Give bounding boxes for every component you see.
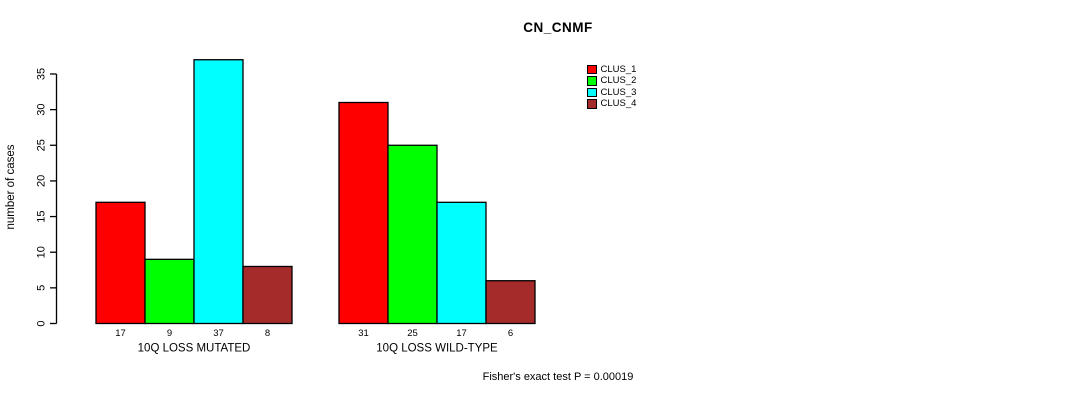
y-axis-tick-label: 15 <box>35 210 47 222</box>
bar-value-label: 6 <box>508 328 513 339</box>
legend-label: CLUS_3 <box>600 86 637 98</box>
y-axis-tick-label: 10 <box>35 246 47 258</box>
bar-clus_2 <box>144 258 195 325</box>
bar-clus_1 <box>95 201 146 325</box>
bar-value-label: 17 <box>456 328 467 339</box>
bar-clus_3 <box>436 201 487 325</box>
legend-item: CLUS_1 <box>587 64 636 75</box>
y-axis-tick-label: 30 <box>35 104 47 116</box>
legend-label: CLUS_2 <box>600 75 637 87</box>
legend-item: CLUS_3 <box>587 87 636 98</box>
bar-value-label: 37 <box>213 328 224 339</box>
y-axis-tick-label: 25 <box>35 139 47 151</box>
y-axis-tick-label: 5 <box>35 285 47 291</box>
legend-swatch <box>587 87 597 98</box>
chart-title: CN_CNMF <box>523 20 593 35</box>
legend-swatch <box>587 99 597 109</box>
legend-swatch <box>587 76 597 86</box>
bar-value-label: 25 <box>407 328 418 339</box>
bar-clus_3 <box>193 59 244 325</box>
bar-value-label: 17 <box>115 328 126 339</box>
y-axis-tick-label: 35 <box>35 68 47 80</box>
y-axis-tick-label: 0 <box>35 320 47 326</box>
legend-swatch <box>587 64 597 75</box>
bar-value-label: 9 <box>167 328 172 339</box>
bar-clus_4 <box>485 280 536 325</box>
bar-value-label: 8 <box>265 328 270 339</box>
legend-label: CLUS_4 <box>600 98 637 110</box>
legend-item: CLUS_4 <box>587 98 636 109</box>
y-axis-tick-label: 20 <box>35 175 47 187</box>
legend-item: CLUS_2 <box>587 75 636 86</box>
bar-clus_1 <box>338 101 389 325</box>
group-label: 10Q LOSS MUTATED <box>138 343 251 355</box>
bar-clus_2 <box>387 144 438 325</box>
bar-clus_4 <box>242 265 293 325</box>
bar-value-label: 31 <box>358 328 369 339</box>
legend: CLUS_1 CLUS_2 CLUS_3 CLUS_4 <box>587 64 636 110</box>
legend-label: CLUS_1 <box>600 63 637 75</box>
group-label: 10Q LOSS WILD-TYPE <box>376 343 498 355</box>
y-axis-label: number of cases <box>5 144 17 230</box>
annotation-text: Fisher's exact test P = 0.00019 <box>482 371 634 383</box>
